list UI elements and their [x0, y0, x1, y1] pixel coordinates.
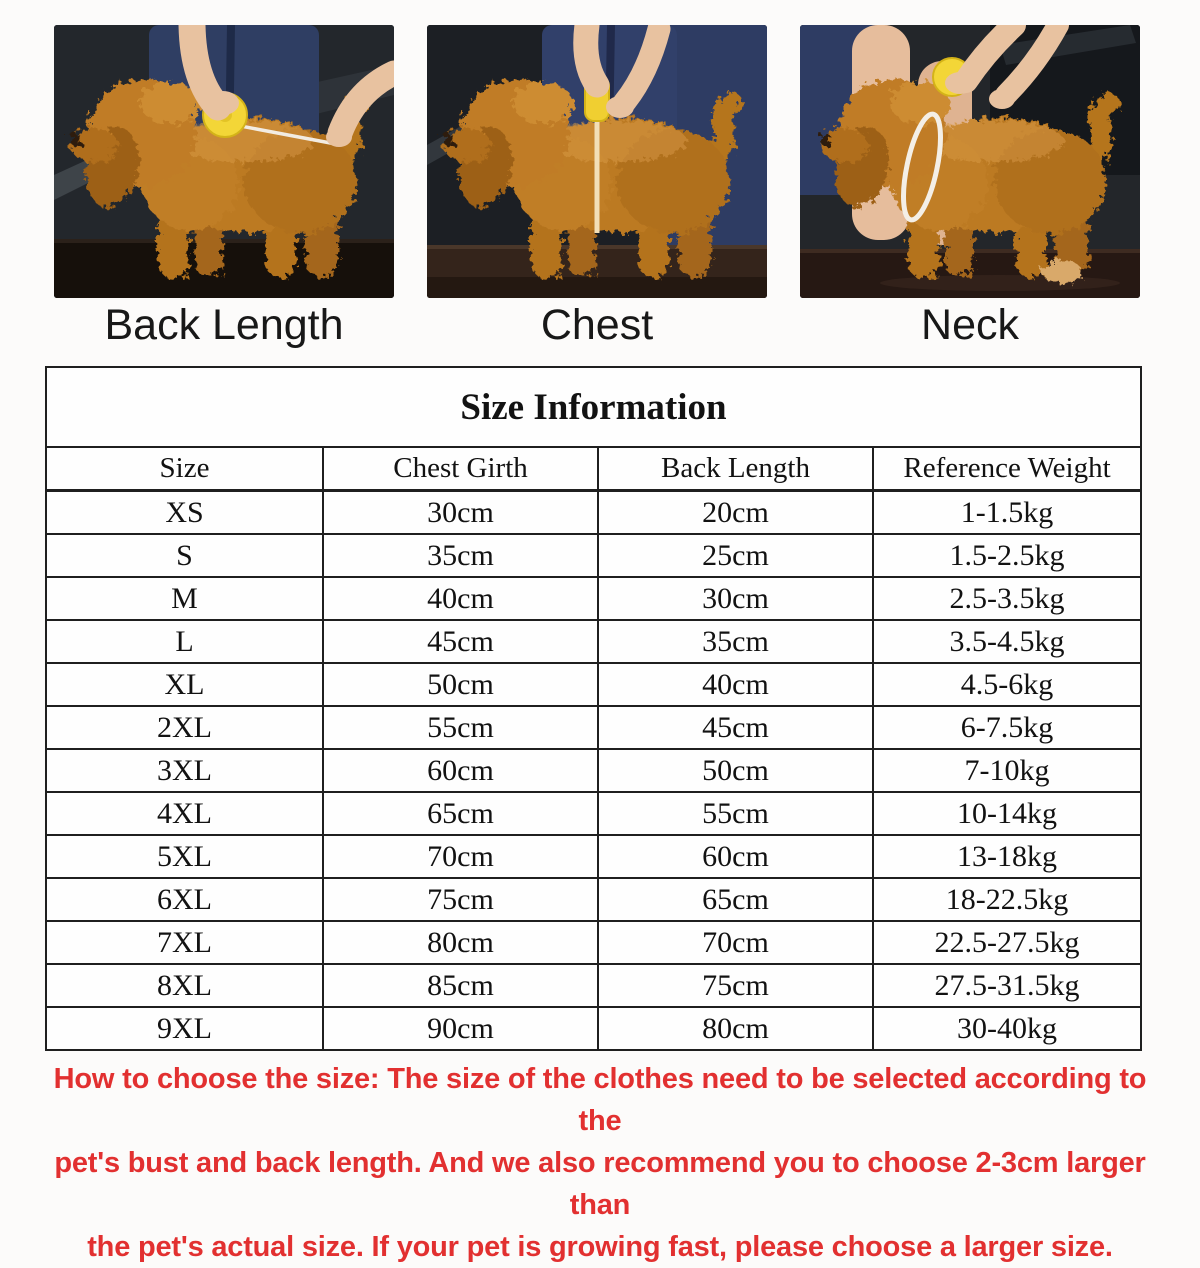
measuring-tape-line — [229, 122, 342, 147]
table-cell: 10-14kg — [872, 791, 1142, 836]
table-cell: 90cm — [322, 1006, 599, 1051]
table-cell: 80cm — [322, 920, 599, 965]
table-row: XS 30cm 20cm 1-1.5kg — [45, 489, 1142, 535]
table-cell: 1.5-2.5kg — [872, 533, 1142, 578]
table-cell: 65cm — [597, 877, 874, 922]
table-cell: 27.5-31.5kg — [872, 963, 1142, 1008]
table-cell: 60cm — [322, 748, 599, 793]
table-surface — [54, 241, 394, 298]
measurement-photo-strip — [54, 25, 1140, 298]
table-cell: 20cm — [597, 489, 874, 535]
table-cell: 50cm — [322, 662, 599, 707]
table-row: M 40cm 30cm 2.5-3.5kg — [45, 576, 1142, 621]
table-row: 9XL 90cm 80cm 30-40kg — [45, 1006, 1142, 1051]
table-cell: 30cm — [597, 576, 874, 621]
table-cell: 30-40kg — [872, 1006, 1142, 1051]
person-hands — [573, 25, 671, 118]
col-header-size: Size — [45, 446, 324, 492]
table-cell: 2.5-3.5kg — [872, 576, 1142, 621]
table-cell: 30cm — [322, 489, 599, 535]
photo-chest — [427, 25, 767, 298]
table-row: 8XL 85cm 75cm 27.5-31.5kg — [45, 963, 1142, 1008]
table-cell: 40cm — [322, 576, 599, 621]
person-hands — [178, 25, 394, 147]
table-cell: 25cm — [597, 533, 874, 578]
table-cell: M — [45, 576, 324, 621]
table-cell: 22.5-27.5kg — [872, 920, 1142, 965]
table-cell: XL — [45, 662, 324, 707]
table-cell: 1-1.5kg — [872, 489, 1142, 535]
photo-back-length — [54, 25, 394, 298]
table-cell: 50cm — [597, 748, 874, 793]
caption-neck: Neck — [921, 301, 1019, 349]
size-table-wrap: Size Information Size Chest Girth Back L… — [45, 366, 1142, 1051]
measuring-tape-loop — [901, 111, 943, 223]
table-cell: 5XL — [45, 834, 324, 879]
table-header-row: Size Chest Girth Back Length Reference W… — [45, 446, 1142, 492]
table-cell: 60cm — [597, 834, 874, 879]
plush-dog — [820, 79, 1109, 284]
table-cell: 9XL — [45, 1006, 324, 1051]
table-cell: 70cm — [597, 920, 874, 965]
caption-chest: Chest — [540, 301, 654, 349]
table-cell: 4.5-6kg — [872, 662, 1142, 707]
table-cell: XS — [45, 489, 324, 535]
table-cell: 80cm — [597, 1006, 874, 1051]
col-header-back-length: Back Length — [597, 446, 874, 492]
photo-captions: Back Length Chest Neck — [54, 296, 1140, 354]
table-cell: 40cm — [597, 662, 874, 707]
table-cell: 70cm — [322, 834, 599, 879]
table-row: L 45cm 35cm 3.5-4.5kg — [45, 619, 1142, 664]
table-cell: S — [45, 533, 324, 578]
col-header-chest-girth: Chest Girth — [322, 446, 599, 492]
table-cell: 55cm — [597, 791, 874, 836]
table-cell: 85cm — [322, 963, 599, 1008]
table-cell: 45cm — [322, 619, 599, 664]
table-cell: 7XL — [45, 920, 324, 965]
size-selection-note: How to choose the size: The size of the … — [50, 1058, 1150, 1268]
table-cell: 75cm — [597, 963, 874, 1008]
table-row: S 35cm 25cm 1.5-2.5kg — [45, 533, 1142, 578]
table-cell: 4XL — [45, 791, 324, 836]
table-row: 5XL 70cm 60cm 13-18kg — [45, 834, 1142, 879]
table-row: 4XL 65cm 55cm 10-14kg — [45, 791, 1142, 836]
table-cell: 55cm — [322, 705, 599, 750]
table-cell: 65cm — [322, 791, 599, 836]
size-note-line-2: pet's bust and back length. And we also … — [54, 1147, 1146, 1221]
table-cell: 75cm — [322, 877, 599, 922]
table-row: XL 50cm 40cm 4.5-6kg — [45, 662, 1142, 707]
person-hands — [945, 25, 1069, 109]
photo-neck — [800, 25, 1140, 298]
col-header-reference-weight: Reference Weight — [872, 446, 1142, 492]
table-cell: L — [45, 619, 324, 664]
table-title: Size Information — [45, 366, 1142, 448]
table-cell: 6-7.5kg — [872, 705, 1142, 750]
table-cell: 13-18kg — [872, 834, 1142, 879]
table-cell: 7-10kg — [872, 748, 1142, 793]
table-row: 3XL 60cm 50cm 7-10kg — [45, 748, 1142, 793]
table-cell: 35cm — [597, 619, 874, 664]
table-cell: 3.5-4.5kg — [872, 619, 1142, 664]
table-cell: 6XL — [45, 877, 324, 922]
table-row: 2XL 55cm 45cm 6-7.5kg — [45, 705, 1142, 750]
table-title-row: Size Information — [45, 366, 1142, 448]
table-cell: 45cm — [597, 705, 874, 750]
table-cell: 3XL — [45, 748, 324, 793]
size-note-line-1: How to choose the size: The size of the … — [53, 1063, 1147, 1137]
caption-back-length: Back Length — [104, 301, 344, 349]
table-row: 7XL 80cm 70cm 22.5-27.5kg — [45, 920, 1142, 965]
size-note-line-3: the pet's actual size. If your pet is gr… — [87, 1231, 1113, 1263]
table-cell: 35cm — [322, 533, 599, 578]
table-cell: 2XL — [45, 705, 324, 750]
size-table-body: XS 30cm 20cm 1-1.5kg S 35cm 25cm 1.5-2.5kg M 40cm… — [45, 489, 1142, 1051]
table-row: 6XL 75cm 65cm 18-22.5kg — [45, 877, 1142, 922]
table-cell: 18-22.5kg — [872, 877, 1142, 922]
size-table: Size Information Size Chest Girth Back L… — [45, 366, 1142, 1051]
table-cell: 8XL — [45, 963, 324, 1008]
